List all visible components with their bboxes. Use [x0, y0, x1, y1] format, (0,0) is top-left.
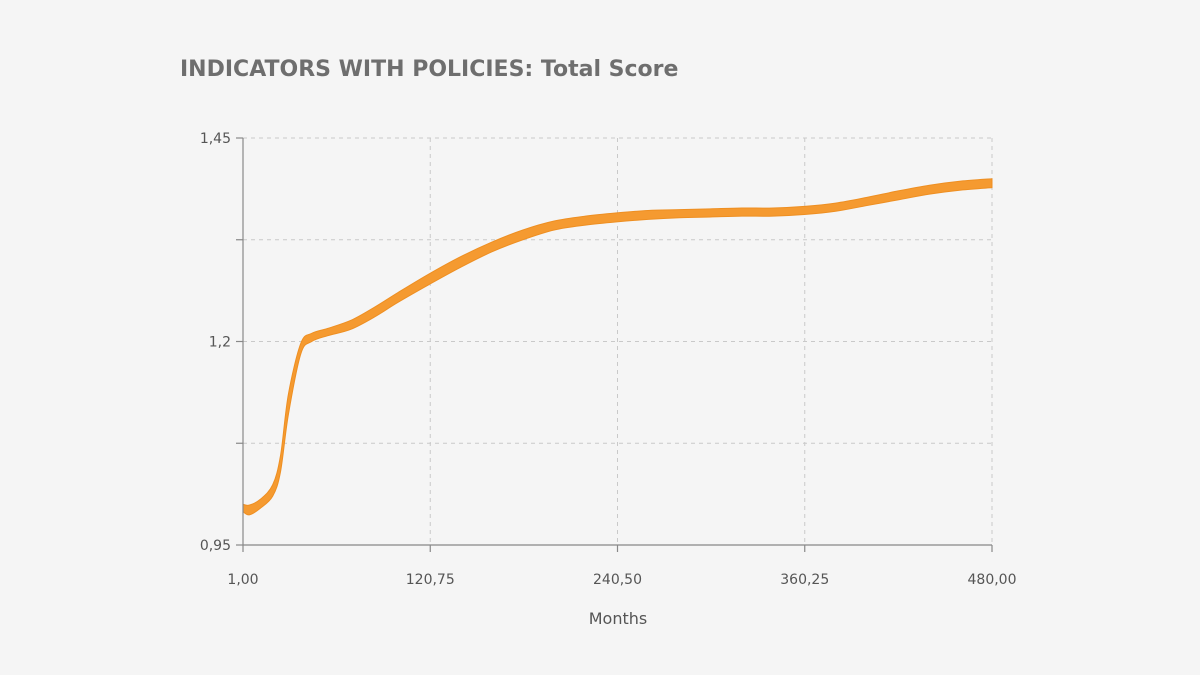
x-tick-label: 1,00: [227, 572, 258, 588]
x-tick-label: 360,25: [780, 572, 829, 588]
plot-area: [242, 178, 993, 516]
x-axis-label: Months: [589, 609, 647, 628]
grid: [243, 137, 993, 545]
y-tick-label: 1,2: [209, 335, 231, 351]
y-tick-label: 1,45: [200, 131, 231, 147]
x-tick-label: 240,50: [593, 572, 642, 588]
tick-labels: 0,95 1,2 1,45 1,00 120,75 240,50 360,25 480,00: [200, 131, 1017, 588]
y-tick-label: 0,95: [200, 538, 231, 554]
chart-title: INDICATORS WITH POLICIES: Total Score: [180, 57, 678, 82]
series-band-0: [242, 178, 993, 516]
x-tick-label: 480,00: [968, 572, 1017, 588]
x-tick-label: 120,75: [406, 572, 455, 588]
